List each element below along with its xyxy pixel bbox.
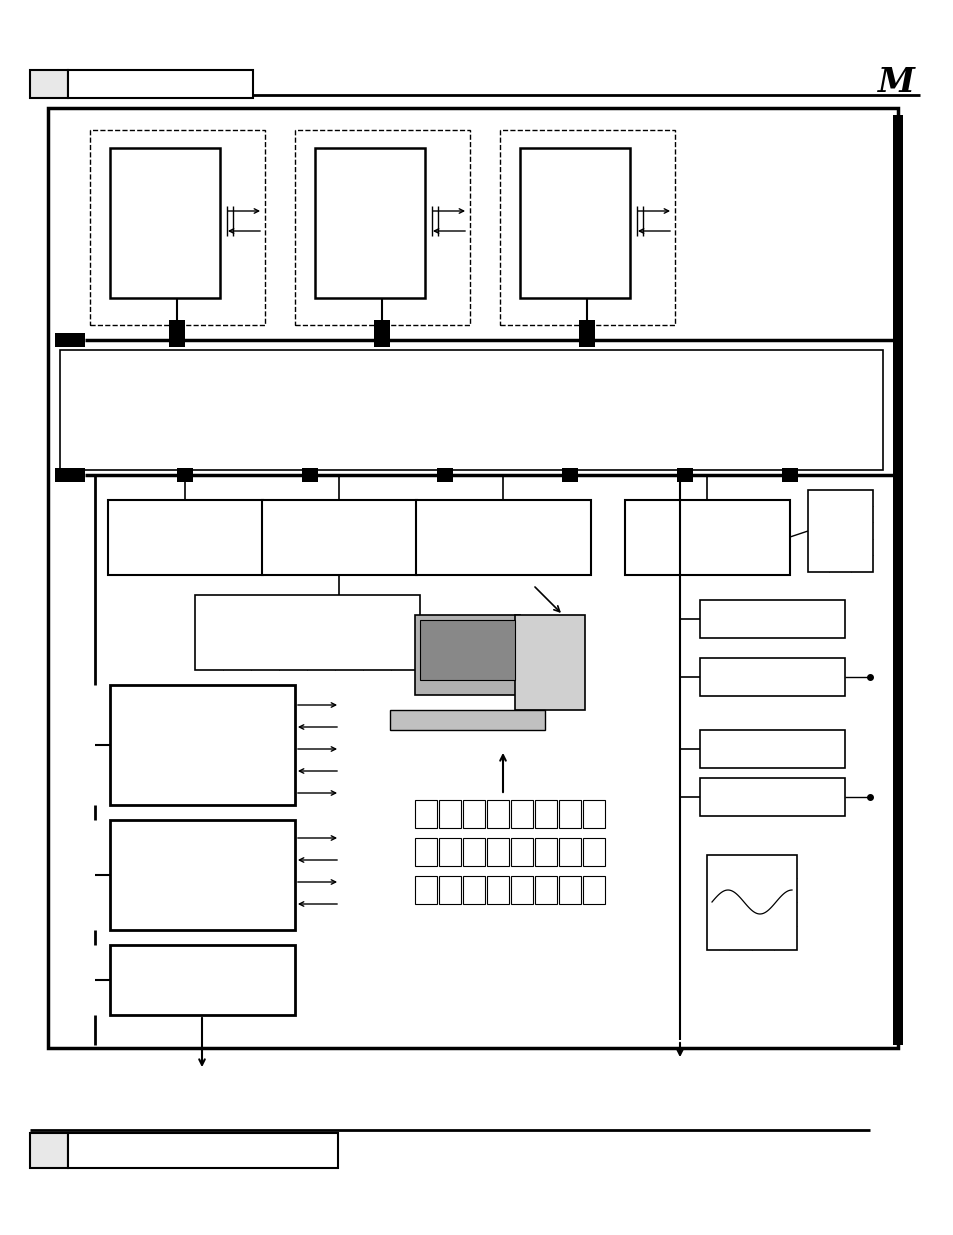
Bar <box>436 468 453 482</box>
Bar <box>558 839 580 866</box>
Bar <box>462 800 484 827</box>
Bar <box>892 115 902 1045</box>
Bar <box>30 1132 68 1168</box>
Bar <box>700 600 844 638</box>
Bar <box>169 320 185 335</box>
Bar <box>110 945 294 1015</box>
Bar <box>582 839 604 866</box>
Bar <box>582 800 604 827</box>
Bar <box>486 839 509 866</box>
Bar <box>486 876 509 904</box>
Bar <box>700 778 844 816</box>
Bar <box>519 148 629 298</box>
Bar <box>624 500 789 576</box>
Bar <box>438 876 460 904</box>
Bar <box>194 595 419 671</box>
Bar <box>438 839 460 866</box>
Bar <box>535 876 557 904</box>
Bar <box>374 333 390 347</box>
Bar <box>55 468 85 482</box>
Bar <box>30 70 68 98</box>
Bar <box>108 500 263 576</box>
Bar <box>55 333 85 347</box>
Bar <box>706 855 796 950</box>
Bar <box>578 320 595 335</box>
Text: M: M <box>877 65 914 99</box>
Bar <box>169 333 185 347</box>
Bar <box>558 800 580 827</box>
Bar <box>535 800 557 827</box>
Bar <box>415 800 436 827</box>
Bar <box>177 468 193 482</box>
Bar <box>415 876 436 904</box>
Bar <box>511 876 533 904</box>
Bar <box>462 839 484 866</box>
Bar <box>515 615 584 710</box>
Bar <box>68 70 253 98</box>
Bar <box>110 685 294 805</box>
Bar <box>700 658 844 697</box>
Bar <box>314 148 424 298</box>
Bar <box>499 130 675 325</box>
Bar <box>294 130 470 325</box>
Bar <box>415 839 436 866</box>
Bar <box>68 1132 337 1168</box>
Bar <box>677 468 692 482</box>
Bar <box>416 500 590 576</box>
Bar <box>807 490 872 572</box>
Bar <box>438 800 460 827</box>
Bar <box>374 320 390 335</box>
Bar <box>700 730 844 768</box>
Bar <box>511 800 533 827</box>
Bar <box>558 876 580 904</box>
Bar <box>419 620 515 680</box>
Bar <box>582 876 604 904</box>
Bar <box>511 839 533 866</box>
Bar <box>90 130 265 325</box>
Bar <box>48 107 897 1049</box>
Bar <box>110 148 220 298</box>
Bar <box>110 820 294 930</box>
Bar <box>462 876 484 904</box>
Bar <box>561 468 578 482</box>
Bar <box>781 468 797 482</box>
Bar <box>302 468 317 482</box>
Bar <box>578 333 595 347</box>
Bar <box>262 500 416 576</box>
Bar <box>60 350 882 471</box>
Bar <box>390 710 544 730</box>
Bar <box>415 615 519 695</box>
Bar <box>486 800 509 827</box>
Bar <box>535 839 557 866</box>
